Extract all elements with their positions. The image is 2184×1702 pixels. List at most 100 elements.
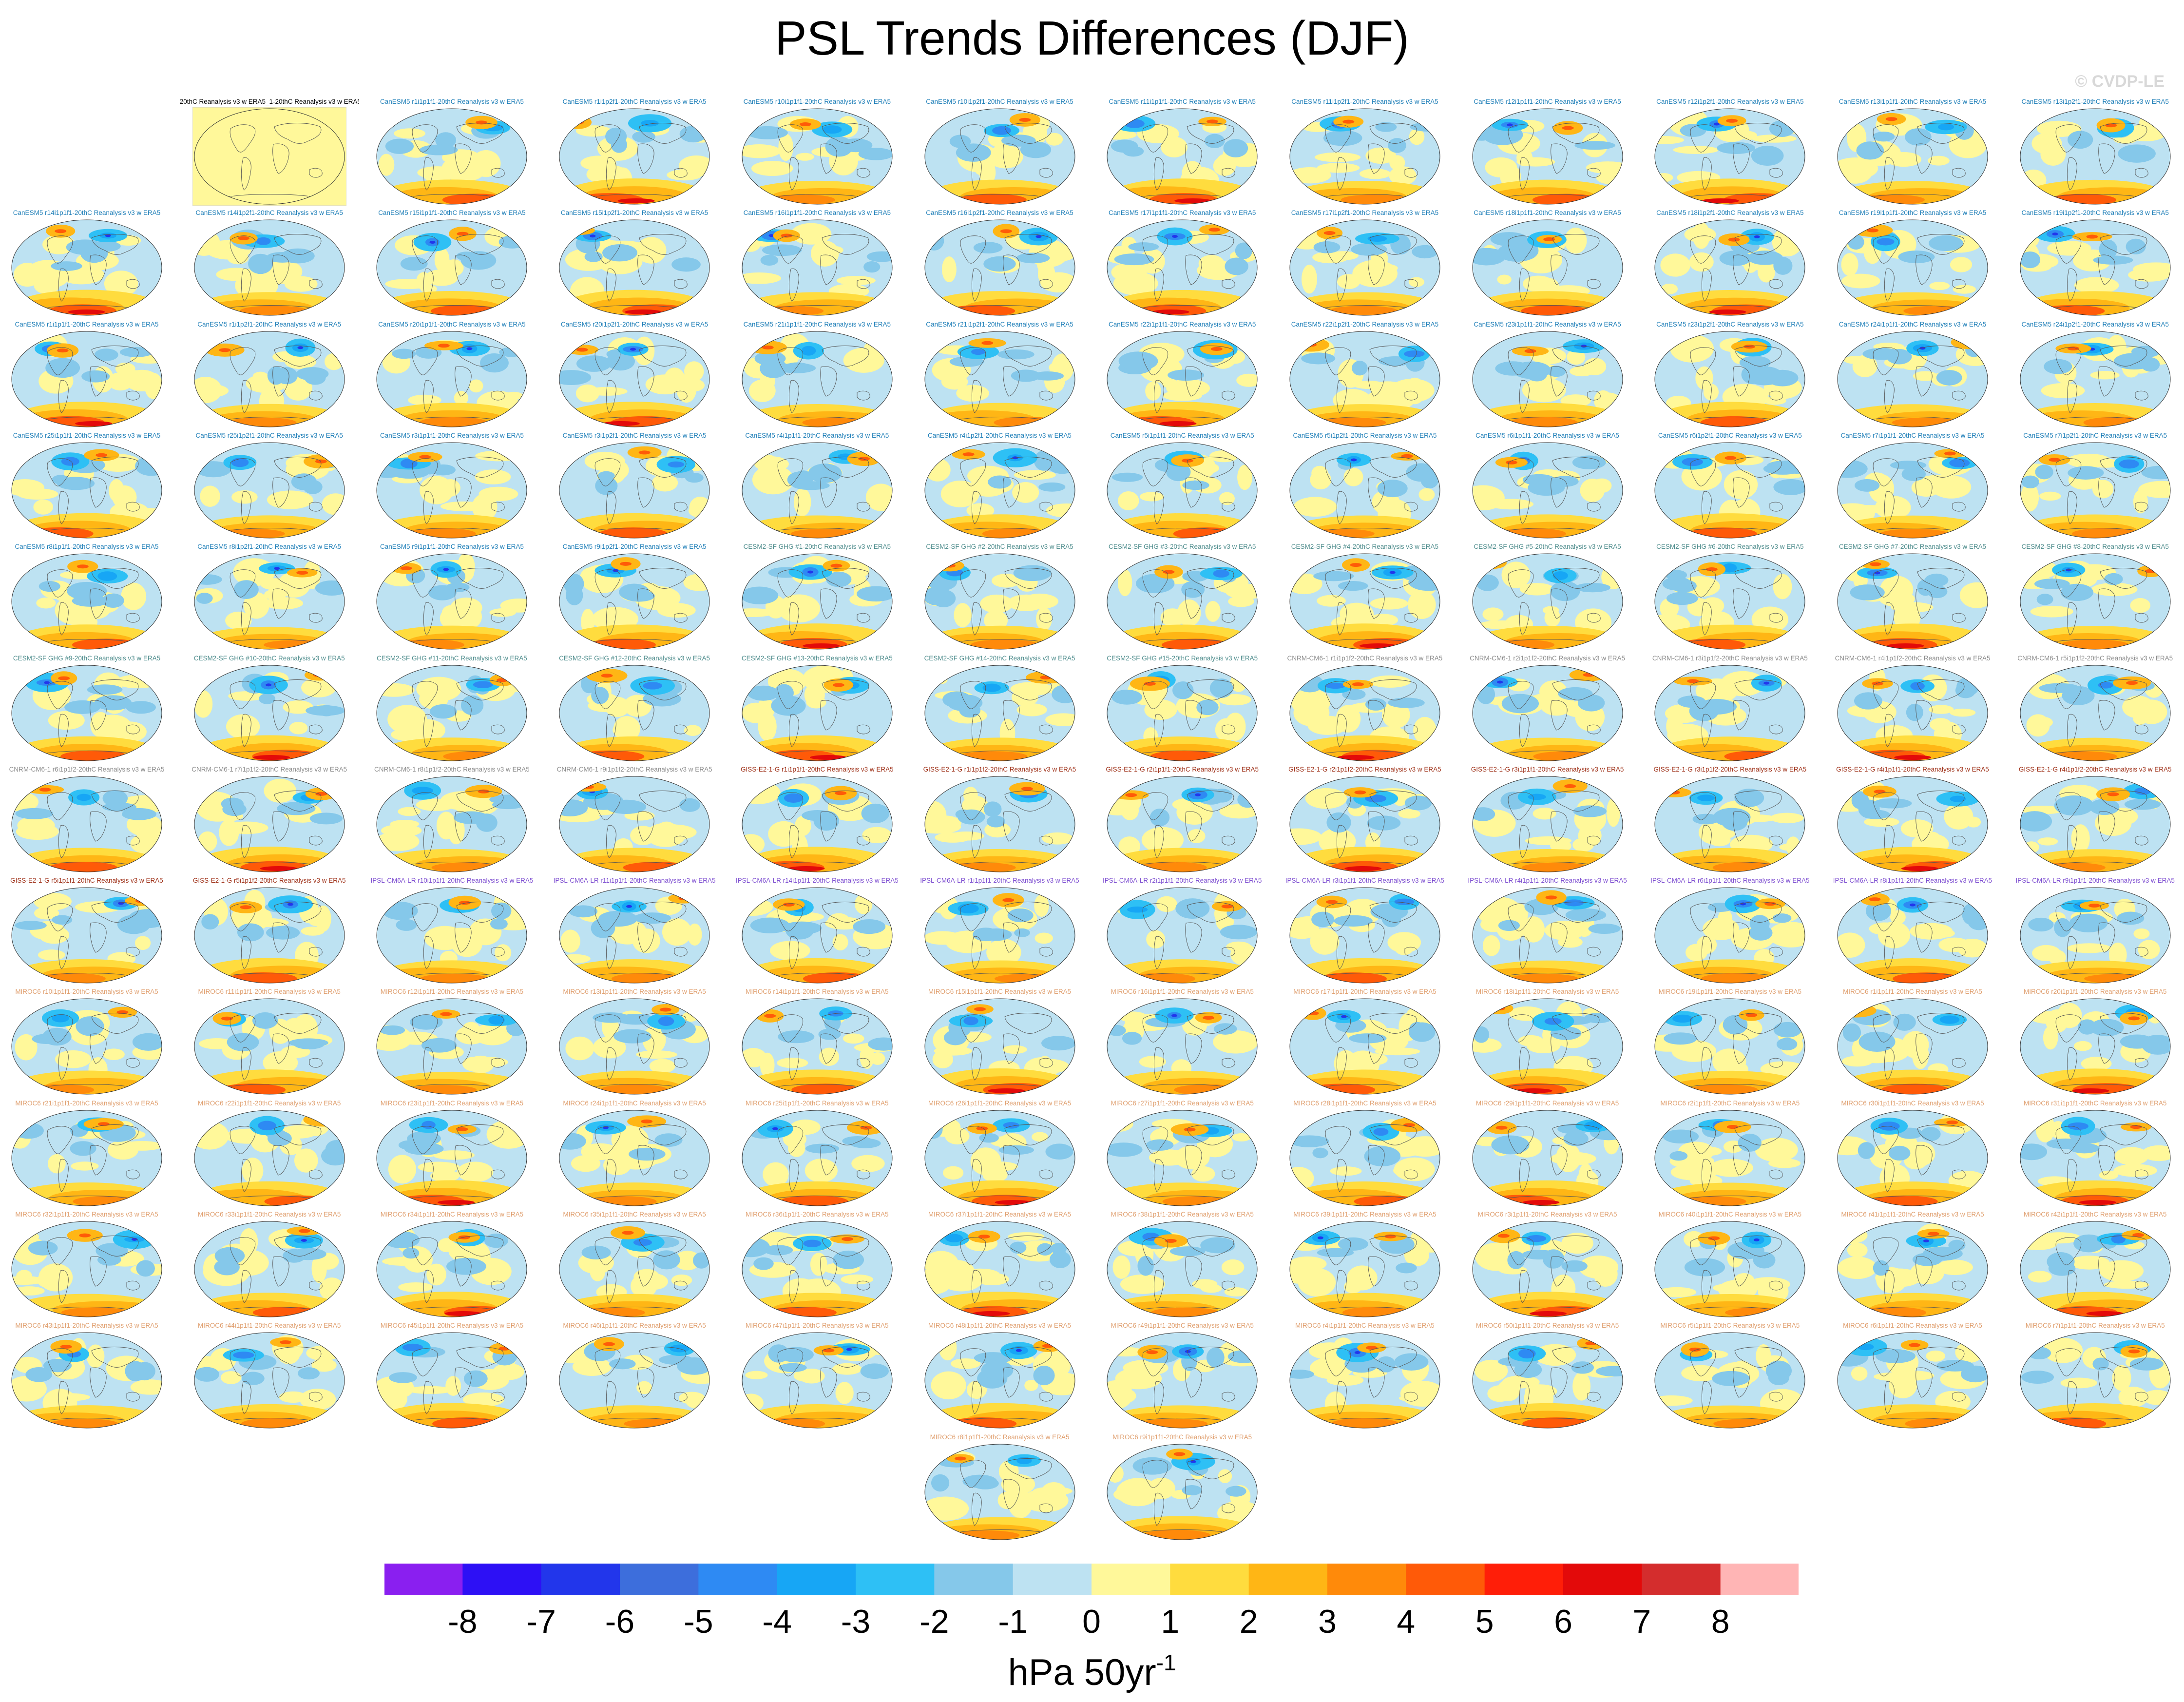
positive-anomaly-patch: [1522, 377, 1566, 402]
colorbar-tick-label: 1: [1161, 1603, 1179, 1640]
negative-anomaly-patch: [931, 1474, 949, 1491]
positive-anomaly-patch: [805, 1158, 838, 1182]
north-low-core: [443, 568, 449, 571]
coastline: [1682, 527, 1780, 532]
negative-anomaly-patch: [1858, 1031, 1896, 1052]
positive-anomaly-patch: [1118, 569, 1132, 597]
coastline: [1734, 568, 1782, 589]
negative-anomaly-patch: [1225, 257, 1249, 275]
coastline: [412, 569, 438, 598]
north-high-core: [57, 348, 69, 352]
panel-map: [2020, 442, 2171, 539]
negative-anomaly-patch: [1595, 1366, 1623, 1377]
panel-title: GISS-E2-1-G r4i1p1f2-20thC Reanalysis v3…: [2018, 765, 2172, 773]
coastline: [1917, 679, 1965, 700]
southern-ocean-core: [576, 1307, 645, 1317]
coastline: [2098, 1367, 2115, 1398]
colorbar-tick-label: -6: [605, 1603, 634, 1640]
negative-anomaly-patch: [679, 798, 701, 812]
map-panel: MIROC6 r34i1p1f1-20thC Reanalysis v3 w E…: [368, 1210, 536, 1319]
negative-anomaly-patch: [671, 257, 701, 272]
map-outline: [376, 108, 527, 205]
north-low-core: [971, 348, 985, 355]
coastline: [1552, 1236, 1599, 1257]
negative-anomaly-patch: [117, 915, 151, 934]
coastline: [126, 947, 140, 957]
coastline: [58, 380, 69, 413]
coastline: [952, 639, 1050, 643]
coastline: [1039, 835, 1053, 846]
southern-ocean-core: [987, 1088, 1025, 1094]
positive-anomaly-patch: [1929, 282, 1950, 290]
map-panel: MIROC6 r28i1p1f1-20thC Reanalysis v3 w E…: [1281, 1099, 1449, 1208]
coastline: [230, 347, 255, 375]
panel-title: CNRM-CM6-1 r5i1p1f2-20thC Reanalysis v3 …: [2017, 654, 2173, 662]
coastline: [594, 1125, 621, 1154]
coastline: [820, 254, 837, 285]
coastline: [1004, 234, 1052, 255]
coastline: [1336, 602, 1347, 636]
positive-anomaly-patch: [1314, 152, 1360, 162]
north-high-core: [1002, 898, 1014, 902]
positive-anomaly-patch: [684, 724, 702, 736]
map-outline: [924, 665, 1075, 761]
map-outline: [11, 1332, 162, 1429]
coastline: [1734, 234, 1782, 255]
southern-ocean-core: [787, 866, 825, 871]
coastline: [1769, 1392, 1783, 1402]
coastline: [1769, 168, 1783, 178]
positive-anomaly-patch: [1045, 133, 1063, 146]
map-outline: [1837, 108, 1988, 205]
north-high-core: [459, 1235, 471, 1239]
map-panel: MIROC6 r3i1p1f1-20thC Reanalysis v3 w ER…: [1464, 1210, 1631, 1319]
coastline: [1916, 588, 1933, 619]
negative-anomaly-patch: [194, 1367, 219, 1382]
positive-anomaly-patch: [1118, 491, 1139, 510]
positive-anomaly-patch: [931, 1371, 966, 1400]
negative-anomaly-patch: [605, 127, 627, 146]
map-outline: [376, 887, 527, 984]
negative-anomaly-patch: [1338, 581, 1368, 591]
colorbar-tick-label: 6: [1554, 1603, 1572, 1640]
panel-title: CanESM5 r4i1p1f1-20thC Reanalysis v3 w E…: [745, 431, 889, 439]
panel-map: [1837, 1110, 1988, 1206]
coastline: [1222, 1058, 1235, 1068]
coastline: [1039, 1503, 1053, 1513]
map-panel: MIROC6 r7i1p1f1-20thC Reanalysis v3 w ER…: [2012, 1321, 2179, 1431]
coastline: [1917, 1347, 1965, 1368]
map-panel: MIROC6 r27i1p1f1-20thC Reanalysis v3 w E…: [1098, 1099, 1266, 1208]
map-panel: CanESM5 r13i1p1f1-20thC Reanalysis v3 w …: [1829, 97, 1996, 207]
positive-anomaly-patch: [284, 276, 318, 292]
coastline: [2067, 825, 2077, 858]
panel-map: [559, 553, 710, 650]
coastline: [1884, 1270, 1895, 1303]
map-outline: [1837, 442, 1988, 539]
north-high-core: [2067, 346, 2079, 350]
coastline: [1916, 1367, 1933, 1398]
map-outline: [1837, 998, 1988, 1095]
positive-anomaly-patch: [645, 374, 685, 394]
coastline: [1154, 491, 1164, 524]
map-outline: [11, 442, 162, 539]
positive-anomaly-patch: [1912, 1041, 1929, 1069]
negative-anomaly-patch: [619, 583, 650, 601]
coastline: [1134, 750, 1232, 754]
negative-anomaly-patch: [1182, 1485, 1202, 1495]
coastline: [230, 458, 255, 486]
negative-anomaly-patch: [1031, 371, 1064, 381]
panel-title: CanESM5 r13i1p1f1-20thC Reanalysis v3 w …: [1839, 98, 1987, 105]
map-panel: CESM2-SF GHG #7-20thC Reanalysis v3 w ER…: [1829, 542, 1996, 652]
coastline: [456, 1347, 504, 1368]
negative-anomaly-patch: [43, 1359, 72, 1373]
panel-title: MIROC6 r18i1p1f1-20thC Reanalysis v3 w E…: [1475, 988, 1619, 996]
negative-anomaly-patch: [591, 686, 609, 704]
positive-anomaly-patch: [636, 1381, 652, 1394]
coastline: [38, 1084, 137, 1088]
coastline: [241, 157, 251, 191]
coastline: [1952, 835, 1966, 846]
panel-title: CanESM5 r19i1p1f1-20thC Reanalysis v3 w …: [1839, 209, 1987, 217]
negative-anomaly-patch: [1948, 1239, 1966, 1251]
positive-anomaly-patch: [1041, 832, 1073, 845]
coastline: [1325, 903, 1351, 931]
coastline: [91, 790, 139, 812]
